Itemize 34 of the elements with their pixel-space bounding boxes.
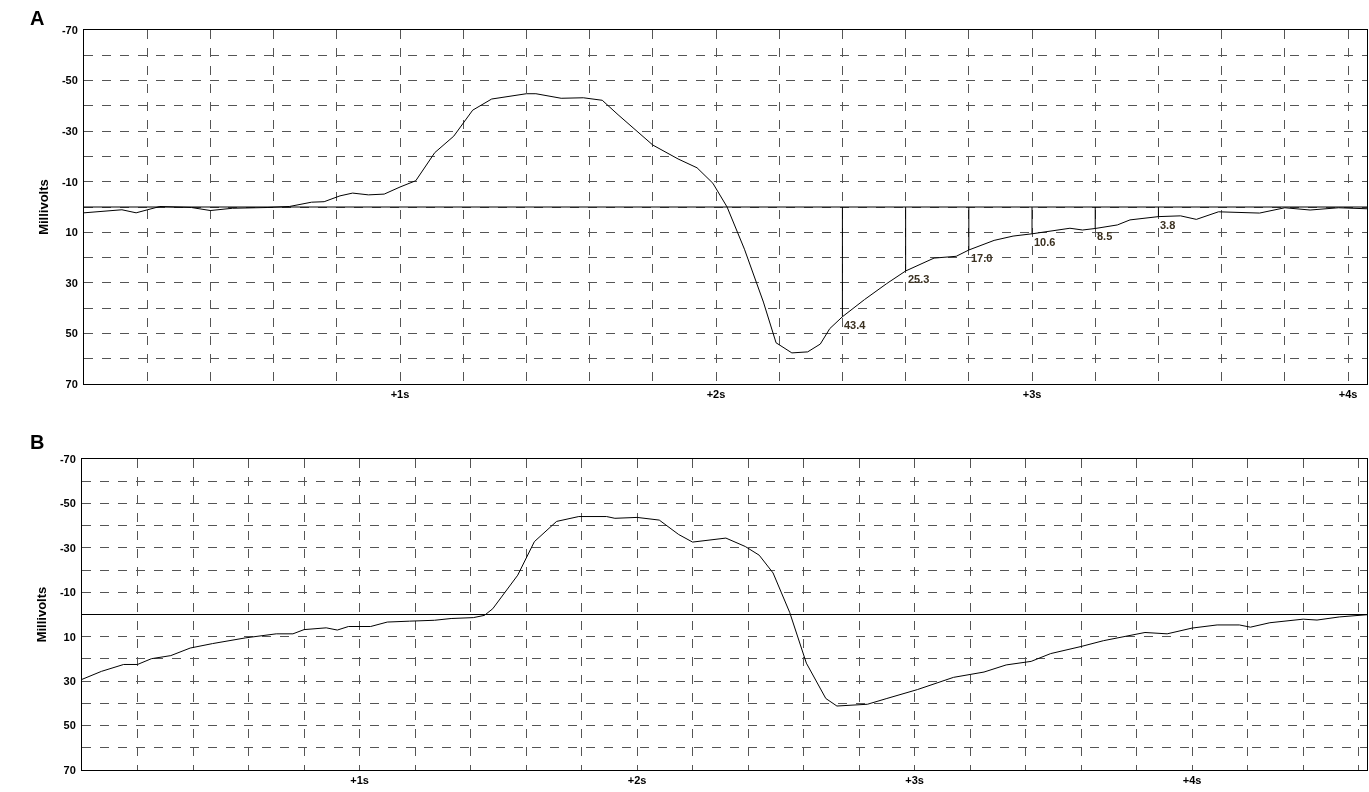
annotation: 10.6 (1034, 236, 1056, 248)
y-tick-label: -30 (61, 124, 78, 137)
chart-title: A (30, 7, 45, 29)
annotation: 25.3 (908, 273, 930, 285)
y-tick-label: 50 (65, 327, 78, 340)
y-tick-label: -30 (59, 541, 76, 554)
y-tick-label: -70 (59, 452, 76, 465)
y-tick-label: -70 (61, 23, 78, 36)
annotation: 3.8 (1160, 219, 1176, 231)
x-tick-label: +4s (1338, 388, 1358, 401)
y-tick-label: 70 (63, 763, 76, 776)
x-tick-label: +1s (390, 388, 410, 401)
y-axis-title: Millivolts (33, 586, 49, 643)
y-tick-label: 30 (63, 674, 76, 687)
x-tick-label: +1s (350, 774, 369, 787)
annotation: 8.5 (1097, 230, 1113, 242)
y-tick-label: 70 (65, 377, 78, 390)
y-tick-label: -10 (59, 586, 76, 599)
y-tick-label: 50 (63, 719, 76, 732)
x-tick-label: +2s (706, 388, 726, 401)
y-tick-label: -50 (59, 497, 76, 510)
x-tick-label: +4s (1182, 774, 1202, 787)
annotation: 43.4 (844, 319, 867, 331)
x-tick-label: +2s (627, 774, 647, 787)
y-axis-title: Millivolts (35, 179, 51, 235)
y-tick-label: -50 (61, 74, 78, 87)
x-tick-label: +3s (905, 774, 924, 787)
y-tick-label: 10 (63, 630, 76, 643)
y-tick-label: -10 (61, 175, 78, 188)
x-tick-label: +3s (1022, 388, 1042, 401)
y-tick-label: 30 (65, 276, 78, 289)
y-tick-label: 10 (65, 226, 78, 239)
chart-title: B (30, 431, 45, 453)
annotation: 17.0 (971, 252, 993, 264)
